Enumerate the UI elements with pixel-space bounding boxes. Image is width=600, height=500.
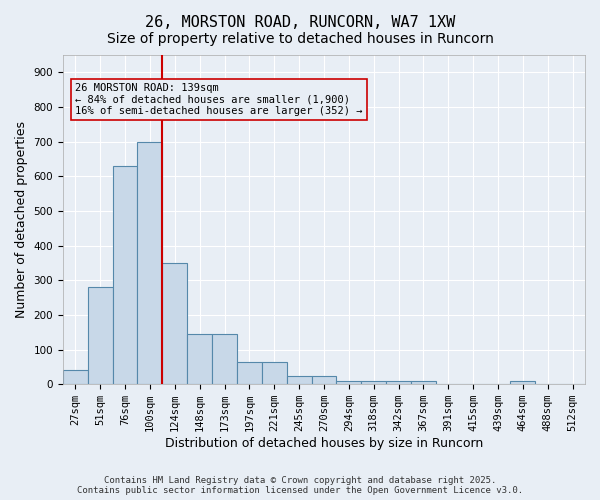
Bar [337, 381, 361, 384]
Bar [262, 362, 287, 384]
Bar [287, 376, 311, 384]
Bar [511, 381, 535, 384]
Bar [411, 381, 436, 384]
Bar [63, 370, 88, 384]
Bar [386, 381, 411, 384]
Text: Contains HM Land Registry data © Crown copyright and database right 2025.
Contai: Contains HM Land Registry data © Crown c… [77, 476, 523, 495]
Bar [88, 287, 113, 384]
Bar [137, 142, 163, 384]
Bar [113, 166, 137, 384]
Text: 26, MORSTON ROAD, RUNCORN, WA7 1XW: 26, MORSTON ROAD, RUNCORN, WA7 1XW [145, 15, 455, 30]
X-axis label: Distribution of detached houses by size in Runcorn: Distribution of detached houses by size … [165, 437, 483, 450]
Text: Size of property relative to detached houses in Runcorn: Size of property relative to detached ho… [107, 32, 493, 46]
Y-axis label: Number of detached properties: Number of detached properties [15, 121, 28, 318]
Bar [163, 263, 187, 384]
Bar [237, 362, 262, 384]
Bar [311, 376, 337, 384]
Bar [212, 334, 237, 384]
Bar [187, 334, 212, 384]
Bar [361, 381, 386, 384]
Text: 26 MORSTON ROAD: 139sqm
← 84% of detached houses are smaller (1,900)
16% of semi: 26 MORSTON ROAD: 139sqm ← 84% of detache… [76, 82, 363, 116]
